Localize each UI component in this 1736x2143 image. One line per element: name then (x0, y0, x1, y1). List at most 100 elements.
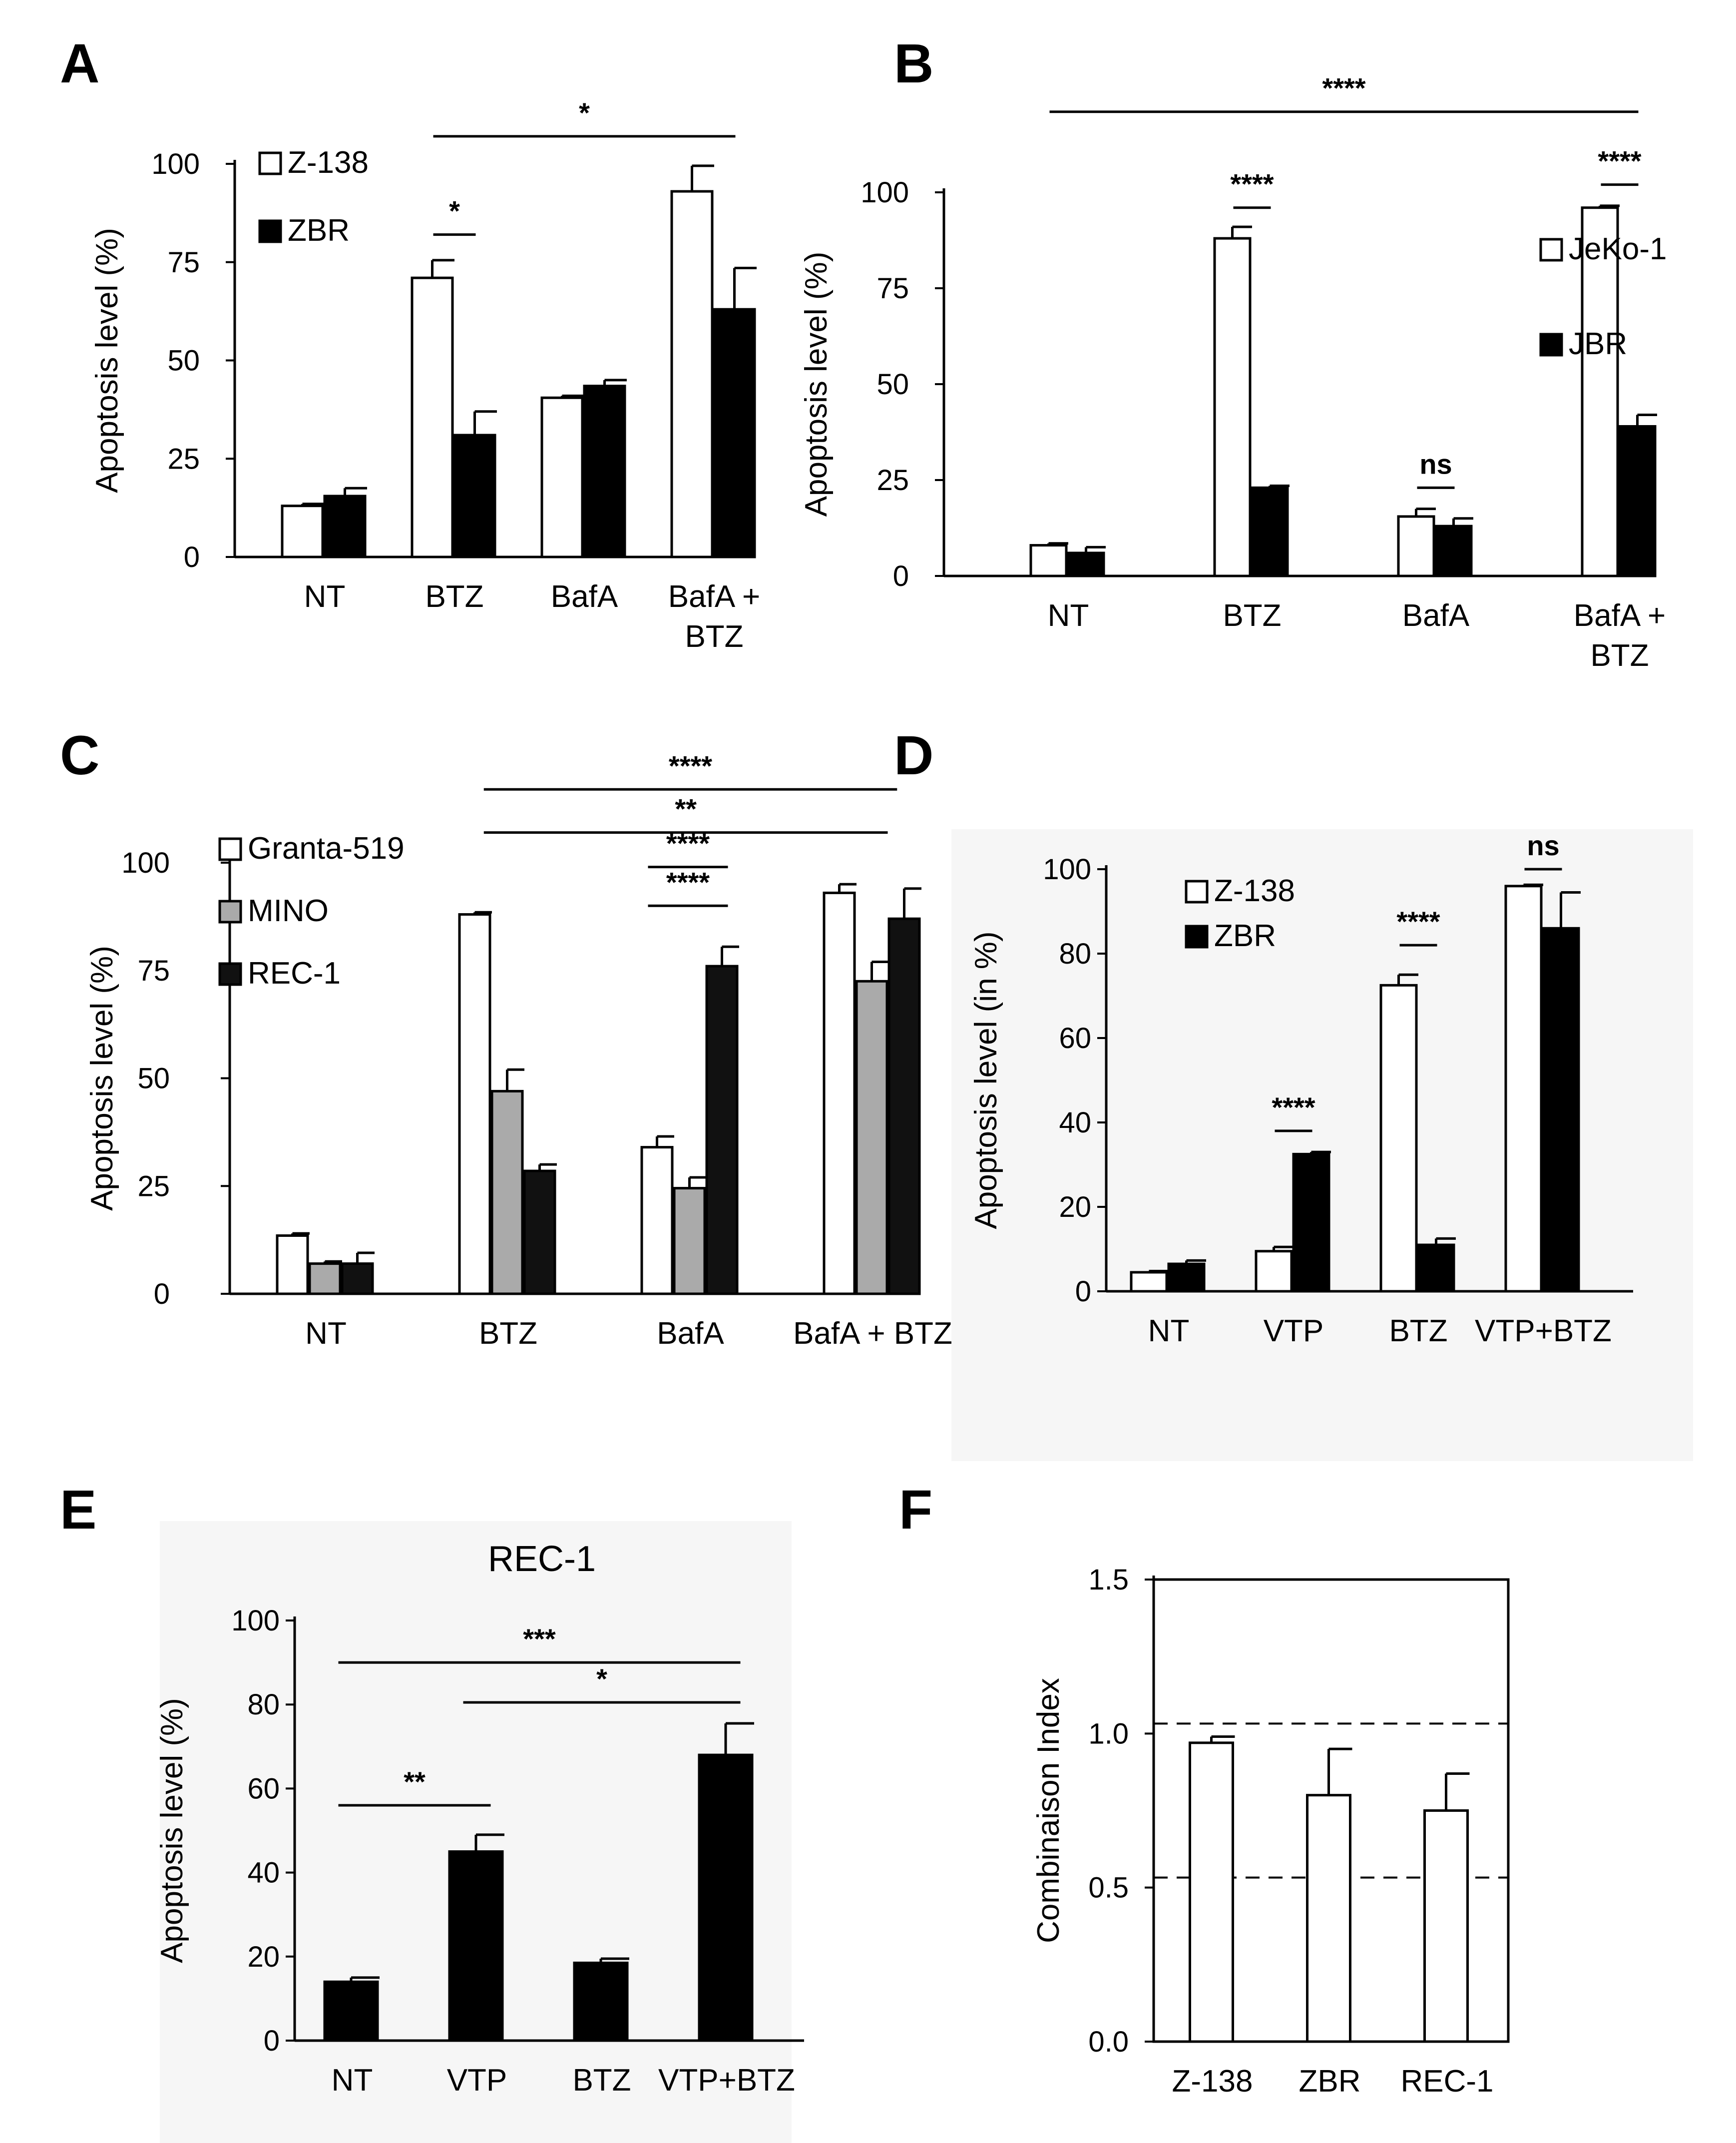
significance-label-c: **** (666, 866, 710, 898)
bar-a-bafa-btz-z-138 (670, 190, 714, 558)
y-tick-label-d: 100 (1043, 853, 1091, 886)
legend-label-a: Z-138 (288, 145, 369, 180)
panel-e: E REC-1 0 20 40 60 80 100 Apoptosis level (%) NT V… (60, 1479, 804, 2098)
bar-d-vtp-btz-zbr (1542, 927, 1580, 1293)
bar-d-btz-z-138 (1379, 984, 1418, 1293)
significance-label-b: **** (1598, 145, 1641, 177)
significance-label-b: **** (1230, 168, 1274, 200)
x-tick-label-c: BafA (657, 1316, 724, 1351)
legend-swatch-c (218, 837, 242, 861)
bar-b-bafa-jbr (1434, 525, 1473, 577)
significance-label-e: * (596, 1663, 607, 1694)
significance-label-c: ** (675, 793, 697, 825)
legend-label-d: Z-138 (1214, 874, 1295, 908)
panel-label-f: F (899, 1479, 932, 1541)
bar-b-bafa-jeko-1 (1397, 515, 1435, 577)
panel-b: B 0 25 50 75 100 Apoptosis level (%) NT BTZ BafA B… (799, 33, 1667, 673)
x-tick-label-d: BTZ (1389, 1314, 1447, 1348)
legend-swatch-c (218, 962, 242, 986)
legend-swatch-d (1185, 925, 1209, 949)
significance-label-d: **** (1272, 1091, 1315, 1123)
bar-d-nt-z-138 (1130, 1271, 1168, 1293)
legend-swatch-a (258, 219, 282, 243)
significance-label-b: ns (1419, 448, 1452, 480)
y-tick-label-d: 20 (1059, 1191, 1091, 1223)
panel-c: C 0 25 50 75 100 Apoptosis level (%) NT BTZ BafA B… (60, 725, 952, 1351)
y-tick-label-c: 100 (121, 847, 170, 879)
y-tick-label-e: 0 (264, 2025, 280, 2057)
y-axis-label-c: Apoptosis level (%) (85, 946, 119, 1211)
y-tick-label-a: 75 (167, 246, 200, 279)
y-axis-label-d: Apoptosis level (in %) (969, 931, 1003, 1229)
y-tick-label-d: 80 (1059, 938, 1091, 970)
bar-c-btz-mino (490, 1089, 524, 1295)
bar-d-vtp-zbr (1292, 1152, 1330, 1293)
bar-b-btz-jeko-1 (1213, 237, 1252, 577)
bar-a-btz-z-138 (411, 276, 454, 558)
panel-d-background (951, 829, 1693, 1461)
bar-a-bafa-zbr (583, 385, 626, 558)
legend-swatch-a (258, 151, 282, 175)
x-tick-label-a: BafA (551, 579, 618, 614)
y-tick-label-d: 0 (1075, 1275, 1091, 1308)
bar-b-bafa-btz-jbr (1618, 425, 1657, 577)
y-axis-label-b: Apoptosis level (%) (799, 252, 834, 517)
x-tick-label-e: NT (332, 2063, 373, 2098)
bar-d-vtp-btz-z-138 (1504, 885, 1543, 1293)
panel-label-c: C (60, 725, 99, 786)
x-tick-label-b: BafA + (1574, 598, 1666, 633)
y-axis-label-e: Apoptosis level (%) (155, 1698, 189, 1963)
bar-e-vtp-btz-rec-1 (698, 1753, 754, 2042)
x-tick-label-b: BTZ (1590, 638, 1649, 673)
legend-label-c: MINO (248, 894, 329, 928)
x-tick-label-c: BTZ (479, 1316, 537, 1351)
bar-c-bafa-mino (673, 1187, 706, 1295)
x-tick-label-b: BTZ (1223, 598, 1281, 633)
x-tick-label-a: BafA + (668, 579, 760, 614)
bar-d-nt-zbr (1167, 1262, 1206, 1293)
significance-label-a: * (579, 97, 590, 128)
bar-f-rec-1-ci (1423, 1809, 1469, 2043)
y-tick-label-f: 0.5 (1088, 1872, 1129, 1904)
bar-c-bafa-btz-mino (855, 980, 888, 1295)
x-tick-label-f: REC-1 (1400, 2064, 1493, 2099)
bar-c-bafa-rec-1 (705, 965, 739, 1295)
y-tick-label-e: 60 (247, 1772, 280, 1805)
significance-label-c: **** (666, 828, 710, 859)
y-axis-label-f: Combinaison Index (1031, 1678, 1066, 1943)
bar-c-btz-rec-1 (523, 1169, 556, 1295)
x-tick-label-d: NT (1148, 1314, 1190, 1348)
bar-d-vtp-z-138 (1255, 1250, 1293, 1293)
bar-c-nt-granta-519 (276, 1234, 309, 1295)
y-tick-label-f: 1.0 (1088, 1717, 1129, 1750)
bar-e-nt-rec-1 (323, 1980, 379, 2042)
bar-a-bafa-z-138 (540, 396, 584, 558)
significance-label-d: ns (1527, 830, 1559, 861)
legend-swatch-b (1539, 333, 1563, 357)
bar-c-nt-mino (308, 1262, 342, 1295)
x-tick-label-f: Z-138 (1172, 2064, 1253, 2099)
bar-c-btz-granta-519 (458, 913, 491, 1295)
bar-b-bafa-btz-jeko-1 (1581, 206, 1619, 577)
bar-b-btz-jbr (1251, 486, 1289, 577)
y-tick-label-b: 100 (861, 176, 909, 209)
bar-a-nt-z-138 (281, 505, 324, 558)
y-tick-label-b: 50 (876, 368, 909, 401)
legend-label-b: JeKo-1 (1569, 232, 1667, 266)
legend-swatch-b (1539, 238, 1563, 262)
y-tick-label-c: 75 (137, 955, 170, 987)
bar-b-nt-jbr (1067, 551, 1105, 577)
y-tick-label-a: 25 (167, 443, 200, 475)
x-tick-label-a: BTZ (685, 619, 743, 654)
chart-title-e: REC-1 (488, 1539, 596, 1579)
x-tick-label-e: BTZ (572, 2063, 631, 2098)
bar-c-nt-rec-1 (341, 1262, 374, 1295)
x-tick-label-e: VTP (447, 2063, 507, 2098)
y-tick-label-a: 0 (184, 541, 200, 573)
y-tick-label-c: 25 (137, 1170, 170, 1202)
bar-f-zbr-ci (1306, 1794, 1351, 2043)
x-tick-label-a: BTZ (425, 579, 483, 614)
y-tick-label-d: 40 (1059, 1106, 1091, 1139)
y-tick-label-c: 0 (154, 1278, 170, 1310)
panel-label-a: A (60, 33, 99, 94)
